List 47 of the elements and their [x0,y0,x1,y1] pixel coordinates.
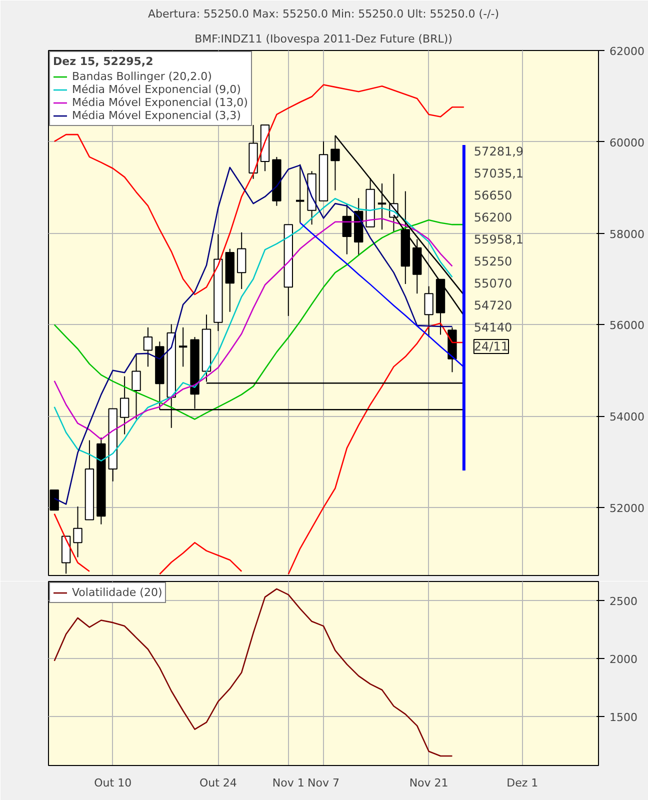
annotation: 55070 [474,276,512,290]
legend-label: Média Móvel Exponencial (9,0) [72,83,241,96]
y-tick-label: 60000 [610,136,644,150]
chart-subtitle: Abertura: 55250.0 Max: 55250.0 Min: 55250.0 Ult: 55250.0 (-/-) [148,8,500,20]
line-series [54,588,453,757]
candlestick [376,182,388,230]
legend-label: Volatilidade (20) [72,586,162,599]
legend-label: Média Móvel Exponencial (3,3) [72,109,241,122]
annotation: 24/11 [474,340,509,354]
annotation: 55958,1 [474,232,524,246]
candlestick [236,232,246,290]
y-tick-label: 58000 [610,228,644,241]
annotation: 56200 [474,210,512,224]
x-tick-label: Nov 7 [308,776,340,790]
annotation: 57035,1 [474,166,524,180]
y-tick-label: 54000 [610,410,644,424]
annotation: 56650 [474,188,512,202]
y-tick-label: 52000 [610,502,644,515]
legend-label: Bandas Bollinger (20,2.0) [72,70,212,83]
candlestick [132,353,141,420]
annotation: 57281,9 [474,144,524,158]
x-tick-label: Nov 21 [409,776,448,790]
candlestick [342,203,352,255]
x-tick-label: Nov 1 [272,776,304,790]
legend-title: Dez 15, 52295,2 [53,55,154,68]
y-tick-label: 62000 [610,45,644,58]
x-tick-label: Dez 1 [506,776,538,790]
y-tick-label: 2000 [610,653,638,666]
legend-label: Média Móvel Exponencial (13,0) [72,96,248,109]
annotation: 55250 [474,254,512,268]
annotation: 54140 [474,320,512,334]
candlestick [178,326,188,368]
candlestick [120,376,130,435]
candlestick [295,164,306,224]
chart-title: BMF:INDZ11 (Ibovespa 2011-Dez Future (BRL)) [194,32,452,46]
candlestick [143,326,153,368]
y-tick-label: 56000 [610,319,644,332]
line-series [54,84,465,296]
annotation: 54720 [474,298,512,312]
line-series [54,164,453,505]
candlestick [73,506,82,558]
candlestick [424,286,434,338]
y-tick-label: 1500 [610,711,638,724]
y-tick-label: 2500 [610,595,638,608]
line-series [54,198,453,462]
x-tick-label: Out 24 [199,776,237,790]
x-tick-label: Out 10 [94,776,132,790]
